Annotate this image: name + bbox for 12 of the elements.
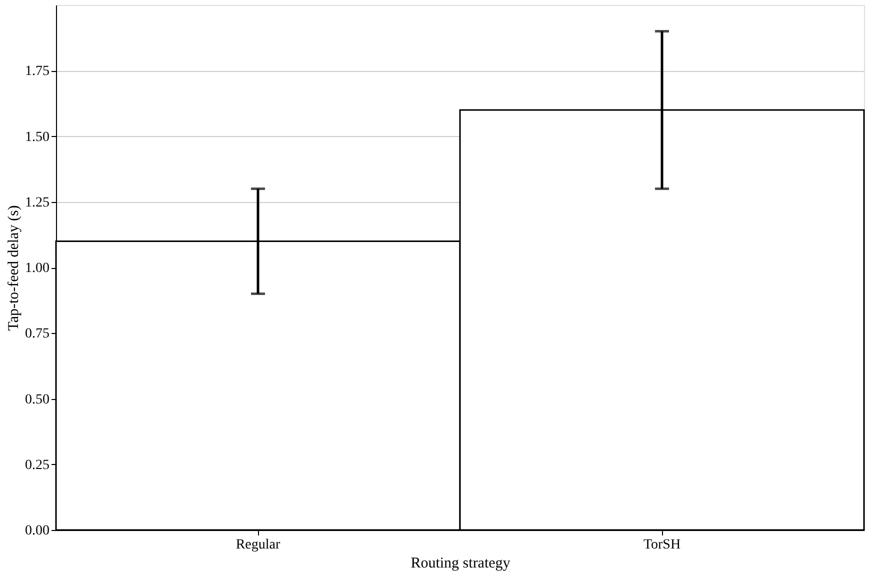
x-axis-title: Routing strategy: [410, 556, 511, 572]
y-tick-label: 0.50: [25, 392, 50, 408]
y-tick-label: 0.25: [25, 458, 50, 473]
x-tick-label: TorSH: [643, 538, 681, 552]
y-tick-label: 0.75: [25, 326, 50, 342]
x-tick-label: Regular: [236, 538, 280, 552]
y-tick-label: 0.00: [25, 524, 50, 538]
y-tick-label: 1.00: [25, 261, 50, 276]
y-tick-label: 1.25: [25, 195, 50, 210]
y-tick-label: 1.75: [25, 64, 50, 80]
y-axis-title: Tap-to-feed delay (s): [6, 205, 22, 331]
y-tick-label: 1.50: [25, 130, 50, 145]
